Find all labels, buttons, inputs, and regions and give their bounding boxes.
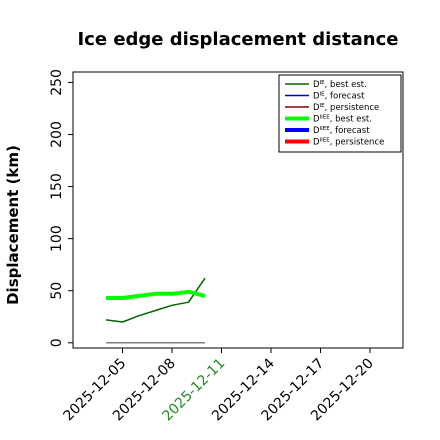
- y-tick-label: 100: [49, 225, 65, 252]
- series-line: [105, 277, 206, 323]
- plot-area: 0501001502002502025-12-052025-12-082025-…: [49, 69, 404, 424]
- legend-entry: DIE, forecast: [313, 92, 365, 102]
- legend-entry: DIE, persistence: [313, 103, 379, 113]
- y-tick-label: 200: [49, 121, 65, 148]
- plot-frame: [72, 71, 404, 349]
- legend-entry: DIIEE, best est.: [313, 115, 372, 125]
- legend-entry: DIE, best est.: [313, 80, 367, 90]
- y-tick-label: 250: [49, 69, 65, 96]
- legend-entry: DIIEE, persistence: [313, 138, 384, 148]
- legend-box: [278, 74, 402, 153]
- y-tick-label: 50: [49, 282, 65, 300]
- y-tick-label: 0: [49, 338, 65, 347]
- series-line: [106, 289, 206, 300]
- legend-entry: DIIEE, forecast: [313, 126, 370, 136]
- y-tick-label: 150: [49, 173, 65, 200]
- chart-title: Ice edge displacement distance: [77, 29, 398, 50]
- y-axis-label: Displacement (km): [4, 145, 22, 305]
